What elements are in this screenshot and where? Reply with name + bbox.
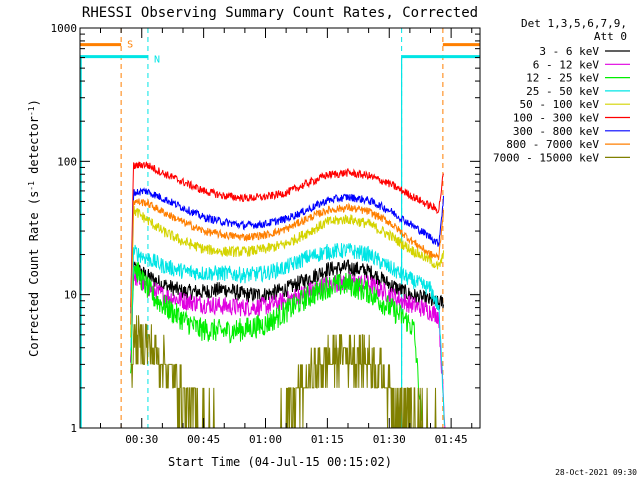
legend-label-1: 6 - 12 keV [533, 58, 600, 71]
axes: 1 10 100 1000 00:30 00:45 01:00 01:15 01:30 01:45 [51, 22, 480, 446]
series-line-8 [130, 315, 445, 429]
legend-label-2: 12 - 25 keV [526, 72, 599, 85]
x-tick-label: 01:45 [435, 433, 468, 446]
flag-label-n: N [154, 55, 160, 66]
legend-label-6: 300 - 800 keV [513, 125, 599, 138]
timestamp: 28-Oct-2021 09:30 [555, 468, 637, 477]
y-axis-label-text: Corrected Count Rate (s-1 detector-1) [27, 99, 42, 357]
x-tick-label: 01:30 [373, 433, 406, 446]
y-label-sup-0: -1 [27, 181, 36, 191]
y-tick-label: 100 [57, 155, 77, 168]
legend-label-4: 50 - 100 keV [520, 98, 600, 111]
legend-header-line-1: Det 1,3,5,6,7,9, [521, 17, 627, 30]
legend-label-5: 100 - 300 keV [513, 112, 599, 125]
series-line-7 [130, 197, 444, 325]
y-label-sup-1: -1 [27, 106, 36, 116]
x-tick-label: 00:30 [125, 433, 158, 446]
legend-label-3: 25 - 50 keV [526, 85, 599, 98]
y-tick-label: 10 [64, 289, 77, 302]
plot-frame [79, 27, 481, 429]
x-tick-label: 01:15 [311, 433, 344, 446]
y-tick-label: 1000 [51, 22, 78, 35]
plot-area: SN [80, 28, 480, 429]
legend-header-line-2: Att 0 [594, 30, 627, 43]
y-label-part-4: ) [27, 99, 41, 106]
x-tick-label: 00:45 [187, 433, 220, 446]
y-label-part-0: Corrected Count Rate (s [27, 191, 41, 357]
y-label-part-2: detector [27, 116, 41, 181]
x-tick-label: 01:00 [249, 433, 282, 446]
series-line-4 [130, 205, 444, 338]
series-line-2 [130, 261, 423, 421]
chart-title: RHESSI Observing Summary Count Rates, Co… [82, 5, 478, 21]
x-axis-label: Start Time (04-Jul-15 00:15:02) [168, 455, 392, 469]
series-line-3 [130, 243, 446, 426]
y-tick-label: 1 [70, 422, 77, 435]
series-line-6 [130, 187, 444, 314]
legend-label-7: 800 - 7000 keV [506, 138, 599, 151]
series-line-5 [130, 161, 444, 308]
legend-label-0: 3 - 6 keV [539, 45, 599, 58]
flag-label-s: S [127, 40, 133, 51]
y-axis-label: Corrected Count Rate (s-1 detector-1) [27, 99, 42, 357]
legend-label-8: 7000 - 15000 keV [493, 151, 599, 164]
